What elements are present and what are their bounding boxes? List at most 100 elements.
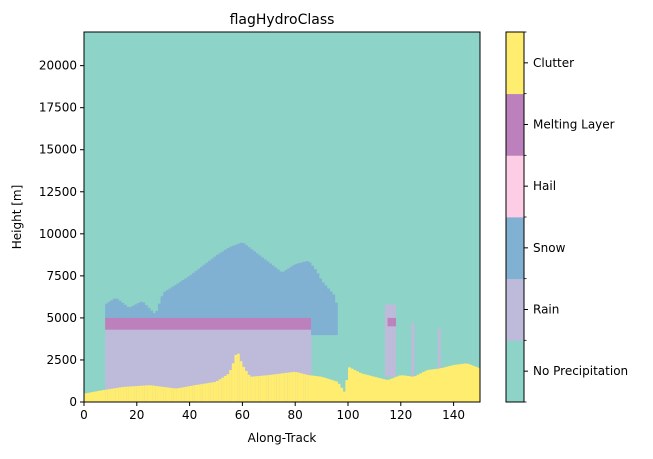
rain-cell <box>300 329 304 402</box>
snow-cell <box>242 243 246 319</box>
rain-cell <box>258 329 262 402</box>
colorbar-label: Clutter <box>533 56 574 70</box>
y-tick-label: 10000 <box>39 227 77 241</box>
snow-cell <box>308 262 312 319</box>
rain-cell <box>136 329 140 402</box>
clutter-cell <box>295 372 299 402</box>
snow-cell <box>287 268 291 319</box>
clutter-cell <box>379 378 383 402</box>
rain-cell <box>126 329 130 402</box>
x-axis: 0 20 40 60 80 100 120 140 <box>80 402 465 422</box>
rain-cell <box>223 329 227 402</box>
rain-cell <box>184 329 188 402</box>
clutter-cell <box>134 386 138 402</box>
clutter-cell <box>387 379 391 402</box>
rain-cell <box>292 329 296 402</box>
clutter-cell <box>155 386 159 402</box>
melting-layer-cell <box>287 317 291 331</box>
clutter-cell <box>329 379 333 402</box>
colorbar-swatch <box>506 217 524 280</box>
snow-cell <box>105 303 109 319</box>
rain-cell <box>160 329 164 402</box>
clutter-cell <box>450 365 454 402</box>
melting-layer-cell <box>221 317 225 331</box>
snow-cell <box>263 259 267 319</box>
clutter-cell <box>361 373 365 402</box>
clutter-cell <box>237 353 241 402</box>
clutter-cell <box>200 384 204 402</box>
clutter-cell <box>371 376 375 402</box>
snow-cell <box>144 305 148 319</box>
clutter-cell <box>340 387 344 402</box>
isolated-cell <box>390 304 394 377</box>
snow-cell <box>237 243 241 319</box>
clutter-cell <box>363 374 367 402</box>
melting-layer-cell <box>292 317 296 331</box>
snow-cell <box>147 307 151 319</box>
melting-layer-cell <box>247 317 251 331</box>
plot-area <box>83 31 481 403</box>
clutter-cell <box>332 380 336 402</box>
clutter-cell <box>472 365 476 402</box>
snow-cell <box>255 253 259 319</box>
colorbar-swatch <box>506 340 524 403</box>
clutter-cell <box>419 373 423 402</box>
clutter-cell <box>229 370 233 402</box>
clutter-cell <box>171 388 175 402</box>
melting-layer-cell <box>179 317 183 331</box>
snow-cell <box>326 288 330 336</box>
melting-layer-cell <box>284 317 288 331</box>
colorbar: No Precipitation Rain Snow Hail Melting Laye… <box>505 31 628 403</box>
clutter-cell <box>406 375 410 402</box>
clutter-cell <box>263 375 267 402</box>
rain-cell <box>110 329 114 402</box>
clutter-cell <box>202 383 206 402</box>
clutter-cell <box>99 390 103 402</box>
snow-cell <box>150 310 154 319</box>
rain-cell <box>226 329 230 402</box>
rain-cell <box>107 329 111 402</box>
clutter-cell <box>474 366 478 402</box>
clutter-cell <box>118 387 122 402</box>
melting-layer-cell <box>226 317 230 331</box>
melting-layer-cell <box>305 317 309 331</box>
clutter-cell <box>186 386 190 402</box>
melting-layer-cell <box>110 317 114 331</box>
clutter-cell <box>197 384 201 402</box>
snow-cell <box>276 269 280 319</box>
melting-layer-cell <box>239 317 243 331</box>
snow-cell <box>282 271 286 319</box>
clutter-cell <box>152 385 156 402</box>
clutter-cell <box>252 376 256 402</box>
melting-layer-cell <box>123 317 127 331</box>
y-tick-label: 20000 <box>39 59 77 73</box>
melting-layer-cell <box>242 317 246 331</box>
clutter-cell <box>282 373 286 402</box>
melting-layer-cell <box>150 317 154 331</box>
snow-cell <box>229 246 233 319</box>
y-tick-label: 17500 <box>39 101 77 115</box>
clutter-cell <box>136 385 140 402</box>
x-tick-label: 40 <box>182 408 197 422</box>
rain-cell <box>150 329 154 402</box>
clutter-cell <box>466 363 470 402</box>
colorbar-label: Hail <box>533 179 556 193</box>
rain-cell <box>295 329 299 402</box>
rain-cell <box>250 329 254 402</box>
clutter-cell <box>110 388 114 402</box>
melting-layer-cell <box>229 317 233 331</box>
snow-cell <box>142 302 146 319</box>
snow-cell <box>186 276 190 319</box>
snow-cell <box>123 304 127 319</box>
rain-cell <box>157 329 161 402</box>
snow-cell <box>160 296 164 319</box>
clutter-cell <box>94 391 98 402</box>
snow-cell <box>221 251 225 319</box>
clutter-cell <box>469 364 473 402</box>
clutter-cell <box>226 374 230 402</box>
clutter-cell <box>321 377 325 402</box>
snow-cell <box>155 310 159 319</box>
clutter-cell <box>128 386 132 402</box>
rain-cell <box>279 329 283 402</box>
rain-cell <box>287 329 291 402</box>
